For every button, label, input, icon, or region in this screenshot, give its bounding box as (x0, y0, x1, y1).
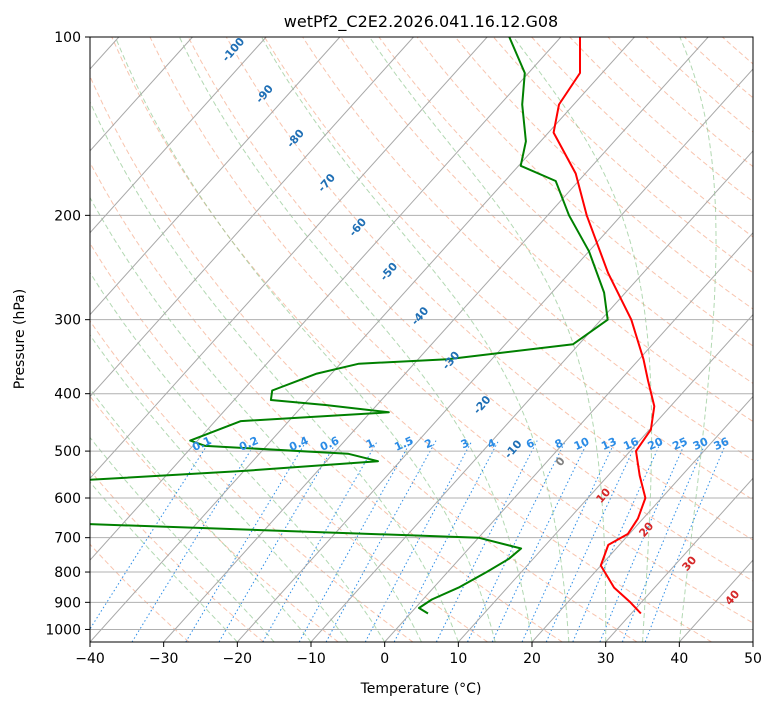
skewed-isotherms (90, 37, 753, 642)
isotherm-line (90, 37, 488, 480)
isotherm-line (90, 37, 341, 316)
mixing-ratio-label: 20 (646, 435, 666, 453)
y-axis-ticks: 100 200 300 400 500 600 700 800 900 1000 (45, 30, 90, 638)
dry-adiabat (90, 469, 264, 642)
mixing-ratio-line (572, 440, 663, 642)
moist-adiabat (114, 37, 496, 642)
isotherm-line (236, 68, 753, 642)
mixing-ratio-line (218, 440, 338, 642)
mixing-ratio-label: 16 (621, 435, 641, 453)
x-tick-label: 50 (744, 651, 762, 667)
y-tick-label: 300 (54, 313, 81, 329)
x-tick-label: −30 (149, 651, 179, 667)
dry-adiabat (90, 75, 638, 642)
dry-adiabat (340, 37, 753, 423)
dry-adiabat (187, 37, 753, 582)
y-tick-label: 500 (54, 444, 81, 460)
moist-adiabat (90, 271, 386, 642)
mixing-ratio-lines (90, 440, 728, 642)
sounding-line (90, 37, 609, 615)
dry-adiabat (454, 37, 753, 310)
mixing-ratio-line (90, 440, 211, 630)
moist-adiabat (90, 196, 422, 642)
isotherm-line (90, 37, 635, 642)
isotherm-line (457, 313, 753, 642)
sounding-line (552, 37, 656, 615)
mixing-ratio-line (435, 440, 538, 642)
sounding-profiles (90, 37, 656, 615)
x-tick-label: −40 (75, 651, 105, 667)
x-axis-label: Temperature (°C) (360, 681, 482, 697)
moist-adiabat (369, 37, 607, 642)
dry-adiabat (416, 37, 753, 347)
isotherm-line (605, 477, 753, 642)
mixing-ratio-line (545, 440, 638, 642)
y-tick-label: 1000 (45, 622, 81, 638)
moist-adiabat (90, 100, 459, 642)
moist-adiabat (261, 37, 570, 642)
x-tick-label: 0 (380, 651, 389, 667)
isotherm-line (90, 37, 267, 234)
y-tick-label: 100 (54, 30, 81, 46)
mixing-ratio-line (298, 440, 412, 642)
mixing-ratio-line (467, 440, 567, 642)
isotherm-line (90, 37, 414, 398)
mixing-ratio-label: 36 (712, 435, 732, 453)
x-tick-label: 30 (597, 651, 615, 667)
mixing-ratio-line (599, 440, 687, 642)
mixing-ratio-label: 10 (572, 435, 592, 453)
moist-adiabat (512, 37, 653, 642)
dry-adiabat (90, 242, 488, 642)
moist-adiabat (90, 481, 238, 642)
mixing-ratio-label: 30 (691, 435, 711, 453)
mixing-ratio-label: 13 (599, 435, 618, 453)
mixing-ratio-line (325, 440, 437, 642)
x-axis-ticks: −40 −30 −20 −10 0 10 20 30 40 50 (75, 642, 762, 667)
y-tick-label: 700 (54, 531, 81, 547)
mixing-ratio-line (131, 440, 258, 642)
x-tick-label: 20 (523, 651, 541, 667)
isotherm-line (531, 395, 753, 642)
moist-adiabat (678, 37, 717, 642)
chart-title: wetPf2_C2E2.2026.041.16.12.G08 (284, 12, 558, 32)
y-tick-label: 800 (54, 565, 81, 581)
dry-adiabat (90, 161, 563, 642)
x-tick-label: 10 (449, 651, 467, 667)
x-tick-label: −10 (296, 651, 326, 667)
isotherm-line (310, 150, 753, 642)
x-tick-label: −20 (223, 651, 253, 667)
y-tick-label: 900 (54, 595, 81, 611)
isotherm-line (90, 37, 193, 152)
mixing-ratio-line (521, 440, 616, 642)
pressure-gridlines (90, 37, 753, 630)
isotherm-line (163, 37, 709, 642)
x-tick-label: 40 (670, 651, 688, 667)
mixing-ratio-label: 25 (670, 435, 689, 453)
dry-adiabat (149, 37, 753, 624)
isotherm-line (384, 231, 753, 642)
mixing-ratio-line (262, 440, 379, 642)
y-axis-label: Pressure (hPa) (12, 289, 28, 389)
y-tick-label: 200 (54, 208, 81, 224)
moist-adiabat (90, 334, 349, 642)
y-tick-label: 600 (54, 491, 81, 507)
dry-adiabat (264, 37, 753, 501)
isotherm-line (90, 37, 562, 561)
mixing-ratio-line (185, 440, 308, 642)
plot-frame (89, 36, 754, 643)
moist-adiabat (178, 37, 533, 642)
y-tick-label: 400 (54, 387, 81, 403)
